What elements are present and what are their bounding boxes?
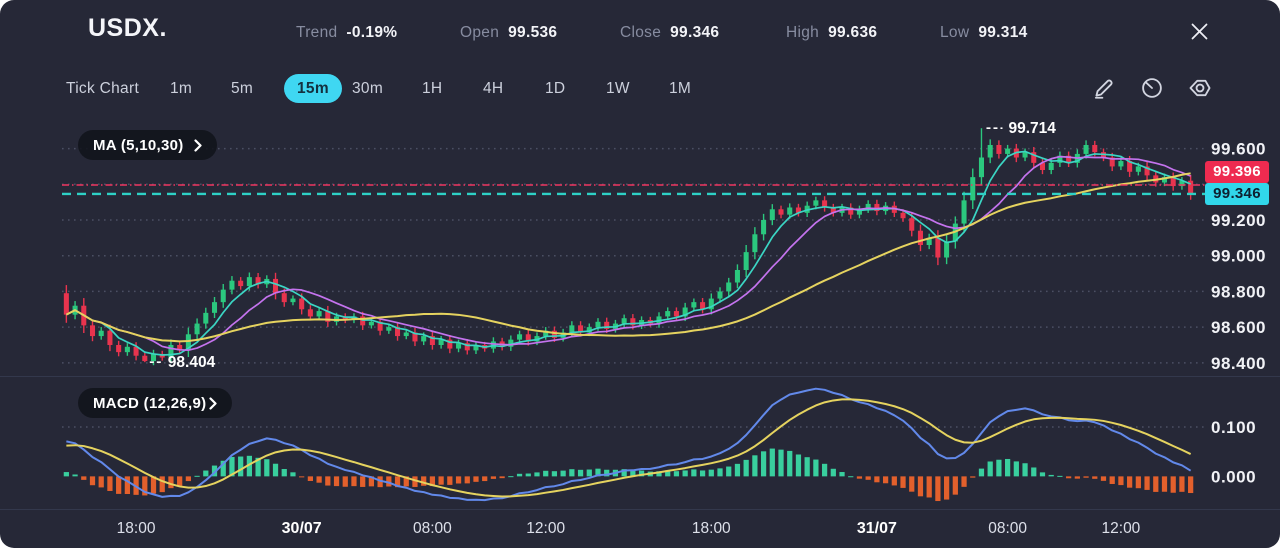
ma-indicator-label: MA (5,10,30) — [93, 136, 184, 154]
tab-tick-chart[interactable]: Tick Chart — [66, 80, 140, 97]
chevron-right-icon — [193, 138, 202, 152]
svg-text:12:00: 12:00 — [526, 520, 565, 537]
svg-text:99.600: 99.600 — [1211, 140, 1266, 159]
svg-text:18:00: 18:00 — [117, 520, 156, 537]
symbol-title: USDX. — [88, 14, 167, 42]
stat-trend: Trend -0.19% — [296, 24, 398, 41]
stat-low: Low 99.314 — [940, 24, 1028, 41]
svg-text:98.404: 98.404 — [168, 354, 216, 371]
macd-indicator-pill[interactable]: MACD (12,26,9) — [78, 388, 233, 418]
gauge-icon[interactable] — [1139, 75, 1165, 101]
svg-text:0.100: 0.100 — [1211, 418, 1256, 437]
tab-1m[interactable]: 1M — [669, 80, 692, 97]
chevron-right-icon — [209, 396, 218, 410]
edit-pencil-icon[interactable] — [1091, 75, 1117, 101]
tab-5m[interactable]: 5m — [231, 80, 254, 97]
tab-30m[interactable]: 30m — [352, 80, 384, 97]
tab-1d[interactable]: 1D — [545, 80, 566, 97]
tab-4h[interactable]: 4H — [483, 80, 504, 97]
ma-indicator-pill[interactable]: MA (5,10,30) — [78, 130, 217, 160]
svg-text:99.000: 99.000 — [1211, 247, 1266, 266]
svg-text:0.000: 0.000 — [1211, 467, 1256, 486]
svg-text:08:00: 08:00 — [988, 520, 1027, 537]
price-badge-reference: 99.396 — [1205, 160, 1269, 183]
svg-text:99.714: 99.714 — [1008, 120, 1056, 137]
stat-high: High 99.636 — [786, 24, 878, 41]
svg-text:98.400: 98.400 — [1211, 354, 1266, 373]
svg-text:98.600: 98.600 — [1211, 318, 1266, 337]
settings-gear-icon[interactable] — [1187, 75, 1213, 101]
tab-15m[interactable]: 15m — [284, 74, 342, 103]
stat-open: Open 99.536 — [460, 24, 558, 41]
svg-text:30/07: 30/07 — [282, 520, 322, 537]
tab-1w[interactable]: 1W — [606, 80, 630, 97]
svg-text:98.800: 98.800 — [1211, 282, 1266, 301]
stat-close: Close 99.346 — [620, 24, 720, 41]
svg-text:12:00: 12:00 — [1102, 520, 1141, 537]
macd-indicator-label: MACD (12,26,9) — [93, 394, 207, 412]
price-badge-last: 99.346 — [1205, 182, 1269, 205]
svg-text:18:00: 18:00 — [692, 520, 731, 537]
svg-text:31/07: 31/07 — [857, 520, 897, 537]
svg-text:99.200: 99.200 — [1211, 211, 1266, 230]
tab-1m[interactable]: 1m — [170, 80, 193, 97]
svg-text:08:00: 08:00 — [413, 520, 452, 537]
tab-1h[interactable]: 1H — [422, 80, 443, 97]
close-icon[interactable] — [1188, 20, 1211, 43]
